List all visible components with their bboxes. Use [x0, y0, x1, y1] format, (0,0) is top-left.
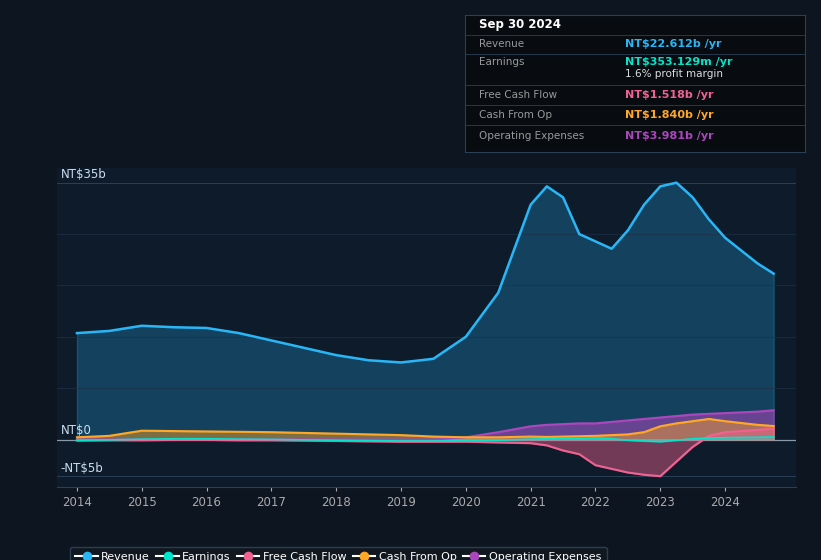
Text: -NT$5b: -NT$5b [61, 462, 103, 475]
Text: Revenue: Revenue [479, 39, 524, 49]
Text: NT$0: NT$0 [61, 424, 92, 437]
Text: 1.6% profit margin: 1.6% profit margin [625, 69, 722, 79]
Text: Sep 30 2024: Sep 30 2024 [479, 18, 561, 31]
Text: NT$1.840b /yr: NT$1.840b /yr [625, 110, 713, 120]
Text: Free Cash Flow: Free Cash Flow [479, 90, 557, 100]
Legend: Revenue, Earnings, Free Cash Flow, Cash From Op, Operating Expenses: Revenue, Earnings, Free Cash Flow, Cash … [70, 547, 607, 560]
Text: NT$35b: NT$35b [61, 168, 107, 181]
Text: NT$1.518b /yr: NT$1.518b /yr [625, 90, 713, 100]
Text: Cash From Op: Cash From Op [479, 110, 552, 120]
Text: NT$353.129m /yr: NT$353.129m /yr [625, 57, 732, 67]
Text: NT$3.981b /yr: NT$3.981b /yr [625, 132, 713, 141]
Text: Earnings: Earnings [479, 57, 524, 67]
Text: NT$22.612b /yr: NT$22.612b /yr [625, 39, 722, 49]
Text: Operating Expenses: Operating Expenses [479, 132, 584, 141]
